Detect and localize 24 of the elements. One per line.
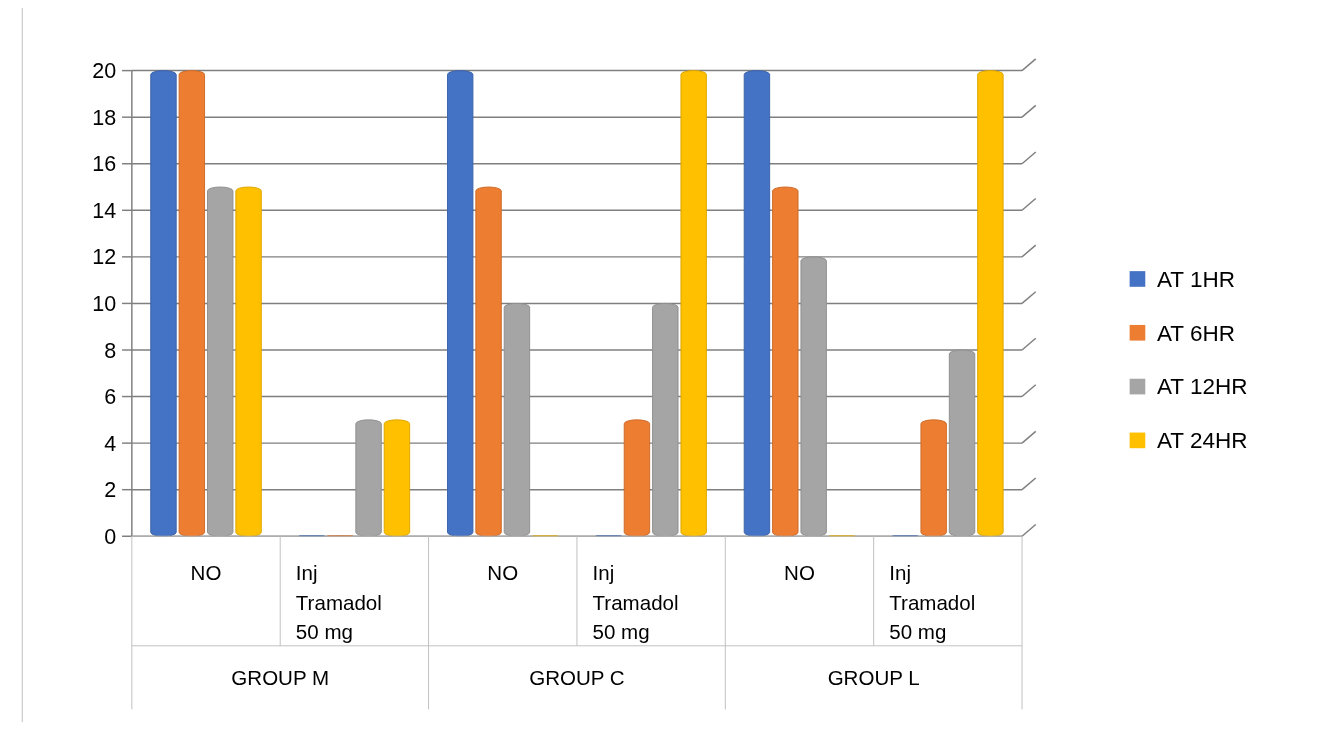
y-tick-label: 8 [104, 338, 117, 363]
y-tick-label: 20 [92, 59, 117, 84]
y-tick-label: 6 [104, 385, 117, 410]
legend-label: AT 12HR [1157, 374, 1248, 400]
y-tick-label: 14 [92, 198, 117, 223]
text: GROUP L [827, 665, 920, 689]
y-tick-label: 18 [92, 105, 117, 130]
x-tick-label: NO [487, 561, 519, 585]
y-tick-label: 16 [92, 152, 117, 177]
text: GROUP M [231, 665, 330, 689]
y-tick-label: 12 [92, 245, 117, 270]
text: GROUP C [529, 665, 625, 689]
legend-label: AT 6HR [1157, 320, 1235, 346]
legend-label: AT 1HR [1157, 266, 1235, 292]
x-tick-label: NO [784, 561, 815, 585]
x-tick-label: Inj Tramadol 50 mg [295, 561, 382, 643]
y-tick-label: 0 [104, 524, 117, 549]
x-tick-label: NO [190, 561, 222, 585]
y-tick-label: 4 [104, 431, 117, 456]
legend-label: AT 24HR [1157, 428, 1248, 454]
x-tick-label: Inj Tramadol 50 mg [592, 561, 679, 643]
x-tick-label: Inj Tramadol 50 mg [889, 561, 976, 643]
y-tick-label: 10 [92, 291, 117, 316]
y-tick-label: 2 [104, 478, 117, 503]
